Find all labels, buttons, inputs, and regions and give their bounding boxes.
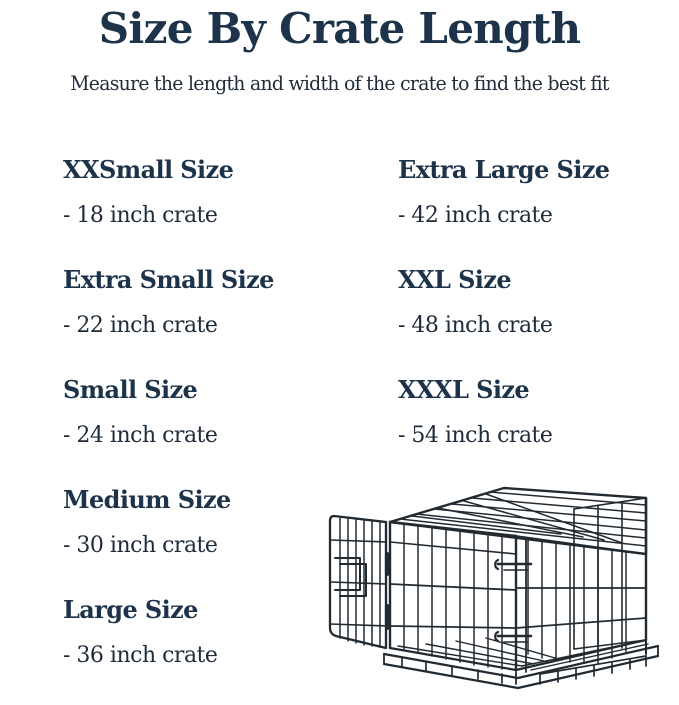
crate-feet-left [401, 657, 503, 684]
size-item: Large Size - 36 inch crate [63, 595, 373, 705]
page-title: Size By Crate Length [98, 4, 581, 53]
crate-front-side-wall [388, 520, 518, 671]
size-name: Extra Small Size [63, 265, 274, 294]
size-item: Medium Size - 30 inch crate [63, 485, 373, 595]
crate-bottom-latch-pin [494, 630, 533, 643]
crate-door-frame [514, 534, 527, 673]
page-subtitle: Measure the length and width of the crat… [70, 71, 609, 95]
size-detail: - 22 inch crate [63, 313, 218, 338]
size-name: XXL Size [398, 265, 512, 294]
size-detail: - 48 inch crate [398, 313, 553, 338]
size-name: Large Size [63, 595, 198, 624]
crate-top-panel [388, 486, 648, 556]
size-name: XXXL Size [398, 375, 530, 404]
size-detail: - 30 inch crate [63, 533, 218, 558]
size-detail: - 24 inch crate [63, 423, 218, 448]
crate-latch-pin [494, 558, 533, 571]
size-name: XXSmall Size [63, 155, 234, 184]
size-name: Extra Large Size [398, 155, 610, 184]
size-item: XXXL Size - 54 inch crate [398, 375, 678, 485]
size-item: XXL Size - 48 inch crate [398, 265, 678, 375]
crate-base-tray [382, 637, 660, 690]
crate-right-side-wall [515, 535, 647, 665]
size-name: Medium Size [63, 485, 231, 514]
size-detail: - 36 inch crate [63, 643, 218, 668]
crate-far-end-panel [573, 496, 648, 655]
size-item: Extra Large Size - 42 inch crate [398, 155, 678, 265]
size-list-right: Extra Large Size - 42 inch crate XXL Siz… [398, 155, 678, 485]
crate-feet [539, 655, 647, 685]
crate-open-door-panel [328, 514, 388, 650]
size-list-left: XXSmall Size - 18 inch crate Extra Small… [63, 155, 373, 705]
size-item: XXSmall Size - 18 inch crate [63, 155, 373, 265]
size-detail: - 54 inch crate [398, 423, 553, 448]
size-item: Extra Small Size - 22 inch crate [63, 265, 373, 375]
wire-dog-crate-illustration [326, 478, 678, 697]
size-detail: - 18 inch crate [63, 203, 218, 228]
size-detail: - 42 inch crate [398, 203, 553, 228]
size-name: Small Size [63, 375, 198, 404]
size-item: Small Size - 24 inch crate [63, 375, 373, 485]
